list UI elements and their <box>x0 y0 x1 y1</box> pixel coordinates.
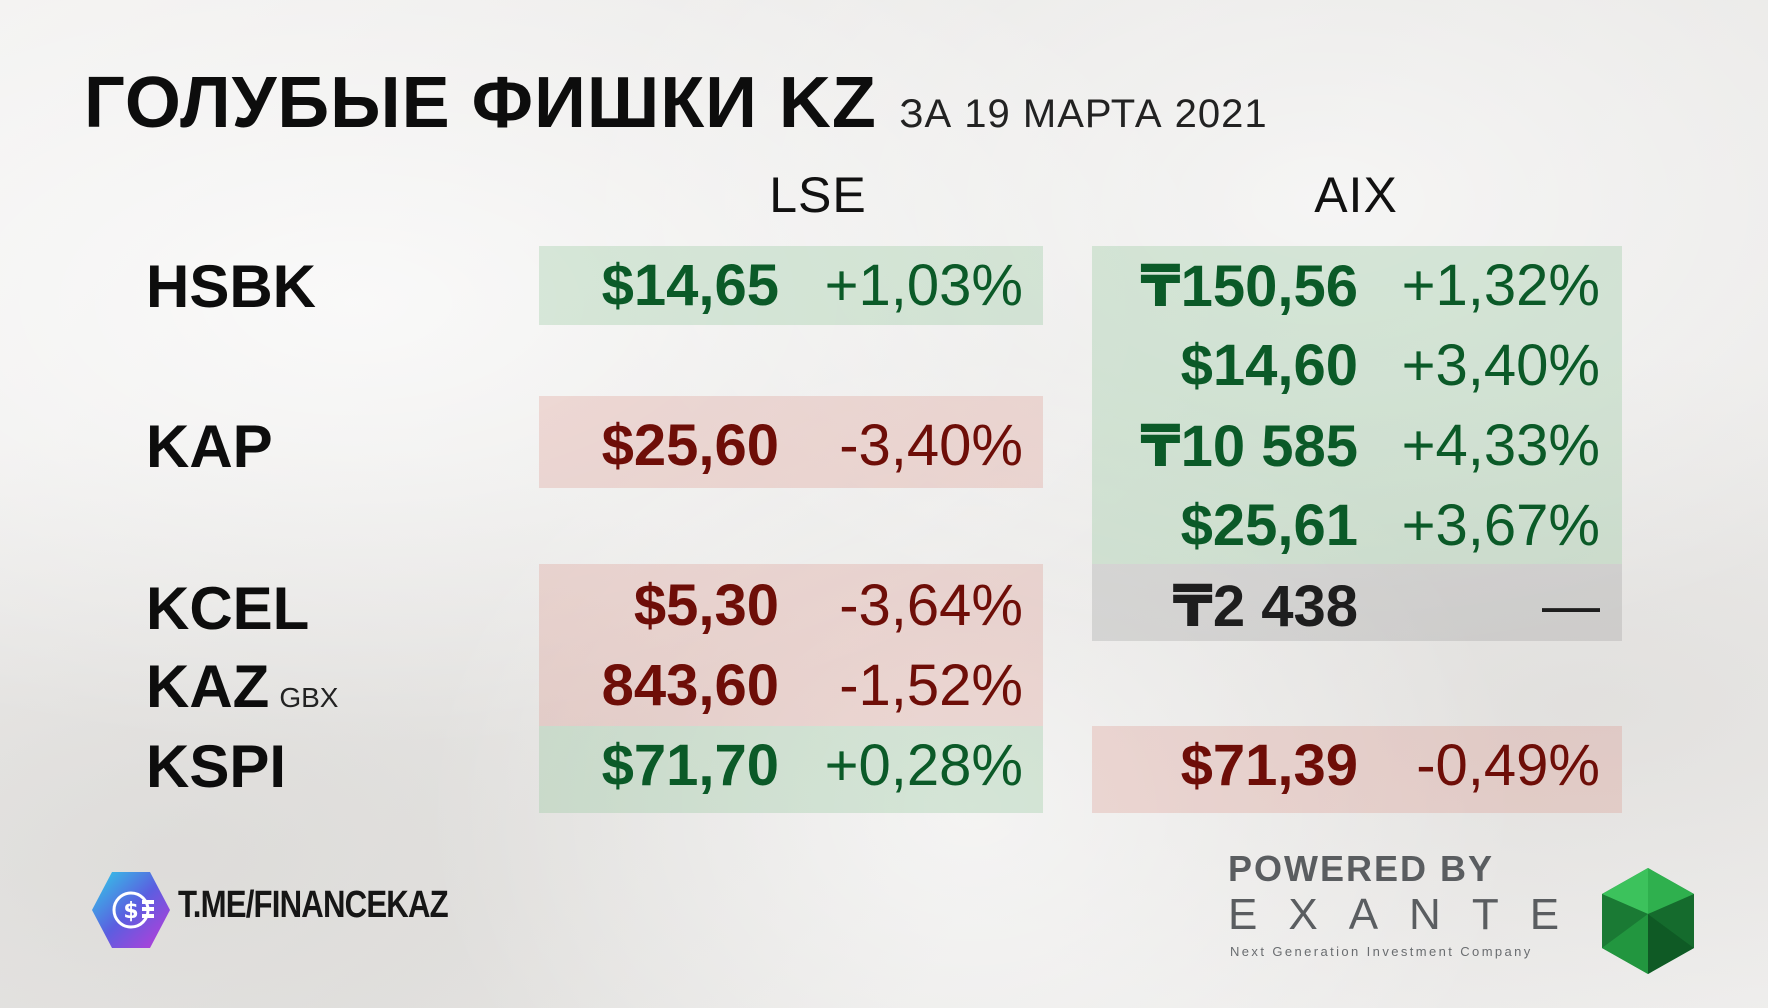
aix-kap-usd-change: +3,67% <box>1401 493 1600 558</box>
column-header-aix: AIX <box>1314 167 1398 223</box>
lse-kaz-change: -1,52% <box>839 653 1023 718</box>
exante-brand: EXANTE <box>1228 890 1591 939</box>
exante-gem-icon <box>1602 868 1694 974</box>
powered-by-label: POWERED BY <box>1228 848 1495 889</box>
aix-hsbk-kzt-change: +1,32% <box>1401 253 1600 318</box>
lse-hsbk-box <box>539 246 1043 325</box>
exante-tagline: Next Generation Investment Company <box>1230 944 1533 959</box>
aix-kspi-box <box>1092 726 1622 813</box>
lse-kcel-kaz-box <box>539 564 1043 726</box>
lse-kspi-price: $71,70 <box>601 733 779 798</box>
aix-kap-kzt-change: +4,33% <box>1401 413 1600 478</box>
page-title: ГОЛУБЫЕ ФИШКИ KZ <box>84 63 877 143</box>
aix-kap-usd-price: $25,61 <box>1180 493 1358 558</box>
aix-kcel-box <box>1092 564 1622 641</box>
lse-kspi-box <box>539 726 1043 813</box>
header-title: ГОЛУБЫЕ ФИШКИ KZ ЗА 19 МАРТА 2021 <box>84 62 1268 144</box>
lse-kcel-change: -3,64% <box>839 573 1023 638</box>
ticker-hsbk: HSBK <box>146 253 317 320</box>
financekaz-logo-icon: $ <box>92 872 170 948</box>
telegram-link[interactable]: T.ME/FINANCEKAZ <box>178 884 449 926</box>
aix-hsbk-usd-change: +3,40% <box>1401 333 1600 398</box>
aix-hsbk-kzt-price: ₸150,56 <box>1140 254 1358 319</box>
page-date: ЗА 19 МАРТА 2021 <box>899 92 1268 136</box>
aix-hsbk-usd-price: $14,60 <box>1180 333 1358 398</box>
ticker-kaz-unit: GBX <box>279 682 339 713</box>
lse-kaz-price: 843,60 <box>601 653 779 718</box>
ticker-kspi: KSPI <box>146 733 287 800</box>
column-header-lse: LSE <box>769 167 867 223</box>
ticker-kap: KAP <box>146 413 273 480</box>
lse-hsbk-price: $14,65 <box>601 253 779 318</box>
aix-kcel-kzt-price: ₸2 438 <box>1172 574 1359 639</box>
ticker-kaz-label: KAZ <box>146 653 270 720</box>
ticker-kaz: KAZ GBX <box>146 652 338 721</box>
aix-kspi-usd-change: -0,49% <box>1416 733 1600 798</box>
lse-kcel-price: $5,30 <box>633 573 779 638</box>
lse-kap-price: $25,60 <box>601 413 779 478</box>
aix-kap-kzt-price: ₸10 585 <box>1140 414 1358 479</box>
lse-kap-box <box>539 396 1043 488</box>
aix-kcel-kzt-change: — <box>1542 573 1600 638</box>
svg-text:$: $ <box>123 899 138 924</box>
lse-kspi-change: +0,28% <box>824 733 1023 798</box>
aix-hsbk-kap-box <box>1092 246 1622 564</box>
ticker-kcel: KCEL <box>146 575 310 642</box>
aix-kspi-usd-price: $71,39 <box>1180 733 1358 798</box>
lse-kap-change: -3,40% <box>839 413 1023 478</box>
lse-hsbk-change: +1,03% <box>824 253 1023 318</box>
